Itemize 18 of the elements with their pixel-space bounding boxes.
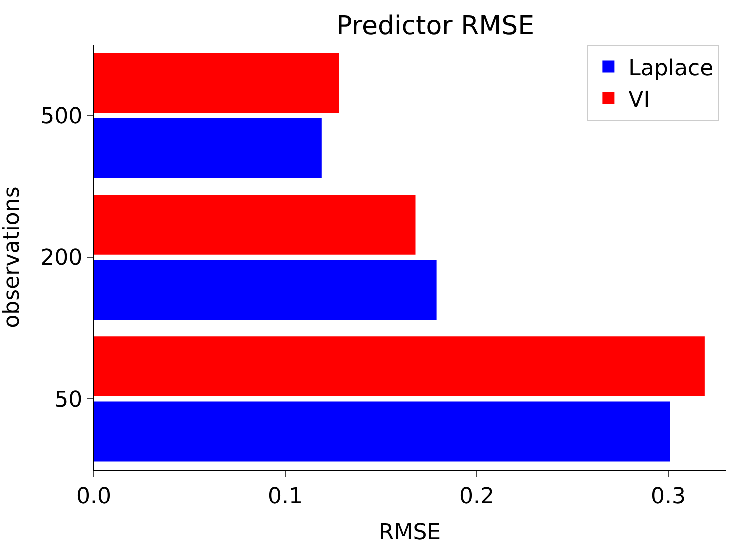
y-axis-title: observations <box>0 186 25 328</box>
chart-title: Predictor RMSE <box>336 12 534 42</box>
x-tick-label: 0.2 <box>460 484 495 510</box>
bar <box>94 336 705 397</box>
y-tick-label: 50 <box>54 388 83 413</box>
x-axis-title: RMSE <box>378 520 442 546</box>
legend-label: Laplace <box>628 56 714 82</box>
bar <box>94 402 670 462</box>
x-tick-label: 0.3 <box>651 484 686 510</box>
bar <box>94 53 340 114</box>
bar <box>94 260 437 320</box>
x-tick-label: 0.1 <box>268 484 304 510</box>
y-tick-label: 200 <box>40 246 83 272</box>
y-tick-label: 500 <box>40 104 83 130</box>
x-tick-label: 0.0 <box>76 484 112 510</box>
legend-label: VI <box>628 88 650 113</box>
bar <box>94 118 322 178</box>
bar <box>94 194 416 255</box>
